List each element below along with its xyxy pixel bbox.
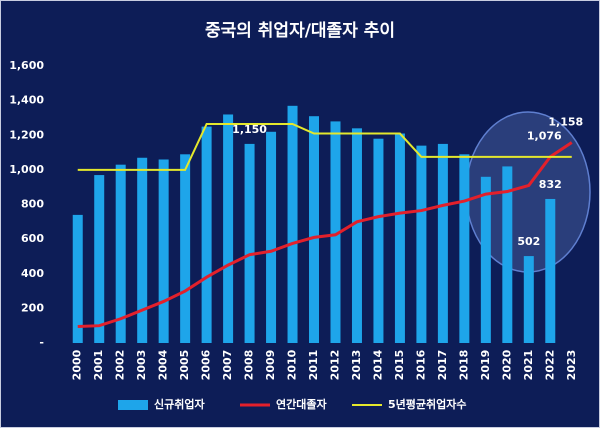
bar bbox=[502, 166, 513, 343]
bar bbox=[480, 176, 491, 343]
bar bbox=[94, 175, 105, 343]
y-tick-label: 1,000 bbox=[9, 163, 44, 176]
line-series bbox=[77, 141, 573, 329]
legend-label: 5년평균취업자수 bbox=[388, 397, 467, 411]
x-tick-label: 2010 bbox=[286, 349, 299, 380]
x-tick-label: 2023 bbox=[565, 350, 578, 381]
bar bbox=[266, 131, 277, 343]
y-tick-label: 400 bbox=[21, 267, 44, 280]
x-tick-label: 2001 bbox=[92, 350, 105, 381]
x-tick-label: 2013 bbox=[350, 350, 363, 381]
data-label: 1,076 bbox=[527, 130, 562, 143]
data-label: 832 bbox=[539, 178, 562, 191]
data-label: 1,150 bbox=[232, 123, 267, 136]
bar bbox=[72, 214, 83, 343]
x-tick-label: 2016 bbox=[414, 349, 427, 380]
x-tick-label: 2006 bbox=[200, 349, 213, 380]
x-tick-label: 2009 bbox=[264, 350, 277, 381]
bar bbox=[244, 143, 255, 343]
y-tick-label: 1,400 bbox=[9, 94, 44, 107]
x-tick-label: 2003 bbox=[135, 350, 148, 381]
x-tick-label: 2018 bbox=[457, 350, 470, 381]
bar bbox=[545, 198, 556, 343]
x-tick-label: 2012 bbox=[328, 350, 341, 381]
y-tick-label: 200 bbox=[21, 301, 44, 314]
bar bbox=[309, 116, 320, 343]
y-tick-label: 600 bbox=[21, 232, 44, 245]
x-tick-label: 2002 bbox=[114, 350, 127, 381]
data-label: 1,158 bbox=[548, 116, 583, 129]
line-series bbox=[77, 122, 572, 171]
x-tick-label: 2007 bbox=[221, 350, 234, 381]
legend-swatch bbox=[118, 400, 148, 410]
bar bbox=[137, 157, 148, 343]
bar bbox=[287, 105, 298, 343]
x-tick-label: 2000 bbox=[71, 349, 84, 380]
bar bbox=[394, 133, 405, 343]
bar bbox=[330, 121, 341, 344]
chart-title: 중국의 취업자/대졸자 추이 bbox=[205, 20, 395, 41]
x-tick-label: 2020 bbox=[500, 349, 513, 380]
x-tick-label: 2019 bbox=[479, 350, 492, 381]
x-tick-label: 2015 bbox=[393, 350, 406, 381]
legend-label: 연간대졸자 bbox=[276, 397, 327, 411]
x-tick-label: 2004 bbox=[157, 349, 170, 380]
bar bbox=[437, 143, 448, 343]
x-tick-label: 2005 bbox=[178, 350, 191, 381]
bar bbox=[180, 154, 191, 343]
data-label: 502 bbox=[517, 235, 540, 248]
bar bbox=[351, 128, 362, 343]
bar bbox=[158, 159, 169, 343]
legend-label: 신규취업자 bbox=[154, 397, 205, 411]
bar bbox=[373, 138, 384, 343]
x-tick-label: 2008 bbox=[243, 350, 256, 381]
x-tick-label: 2021 bbox=[522, 350, 535, 381]
x-tick-label: 2017 bbox=[436, 350, 449, 381]
bar bbox=[115, 164, 126, 343]
y-tick-label: 800 bbox=[21, 198, 44, 211]
x-tick-label: 2022 bbox=[543, 350, 556, 381]
x-tick-label: 2014 bbox=[371, 349, 384, 380]
bar bbox=[523, 256, 534, 343]
x-tick-label: 2011 bbox=[307, 350, 320, 381]
bar bbox=[223, 114, 234, 343]
y-tick-label: 1,200 bbox=[9, 128, 44, 141]
bar bbox=[459, 154, 470, 343]
y-tick-label: 1,600 bbox=[9, 59, 44, 72]
y-tick-label: - bbox=[39, 336, 44, 349]
bar bbox=[201, 126, 212, 343]
bar bbox=[416, 145, 427, 343]
